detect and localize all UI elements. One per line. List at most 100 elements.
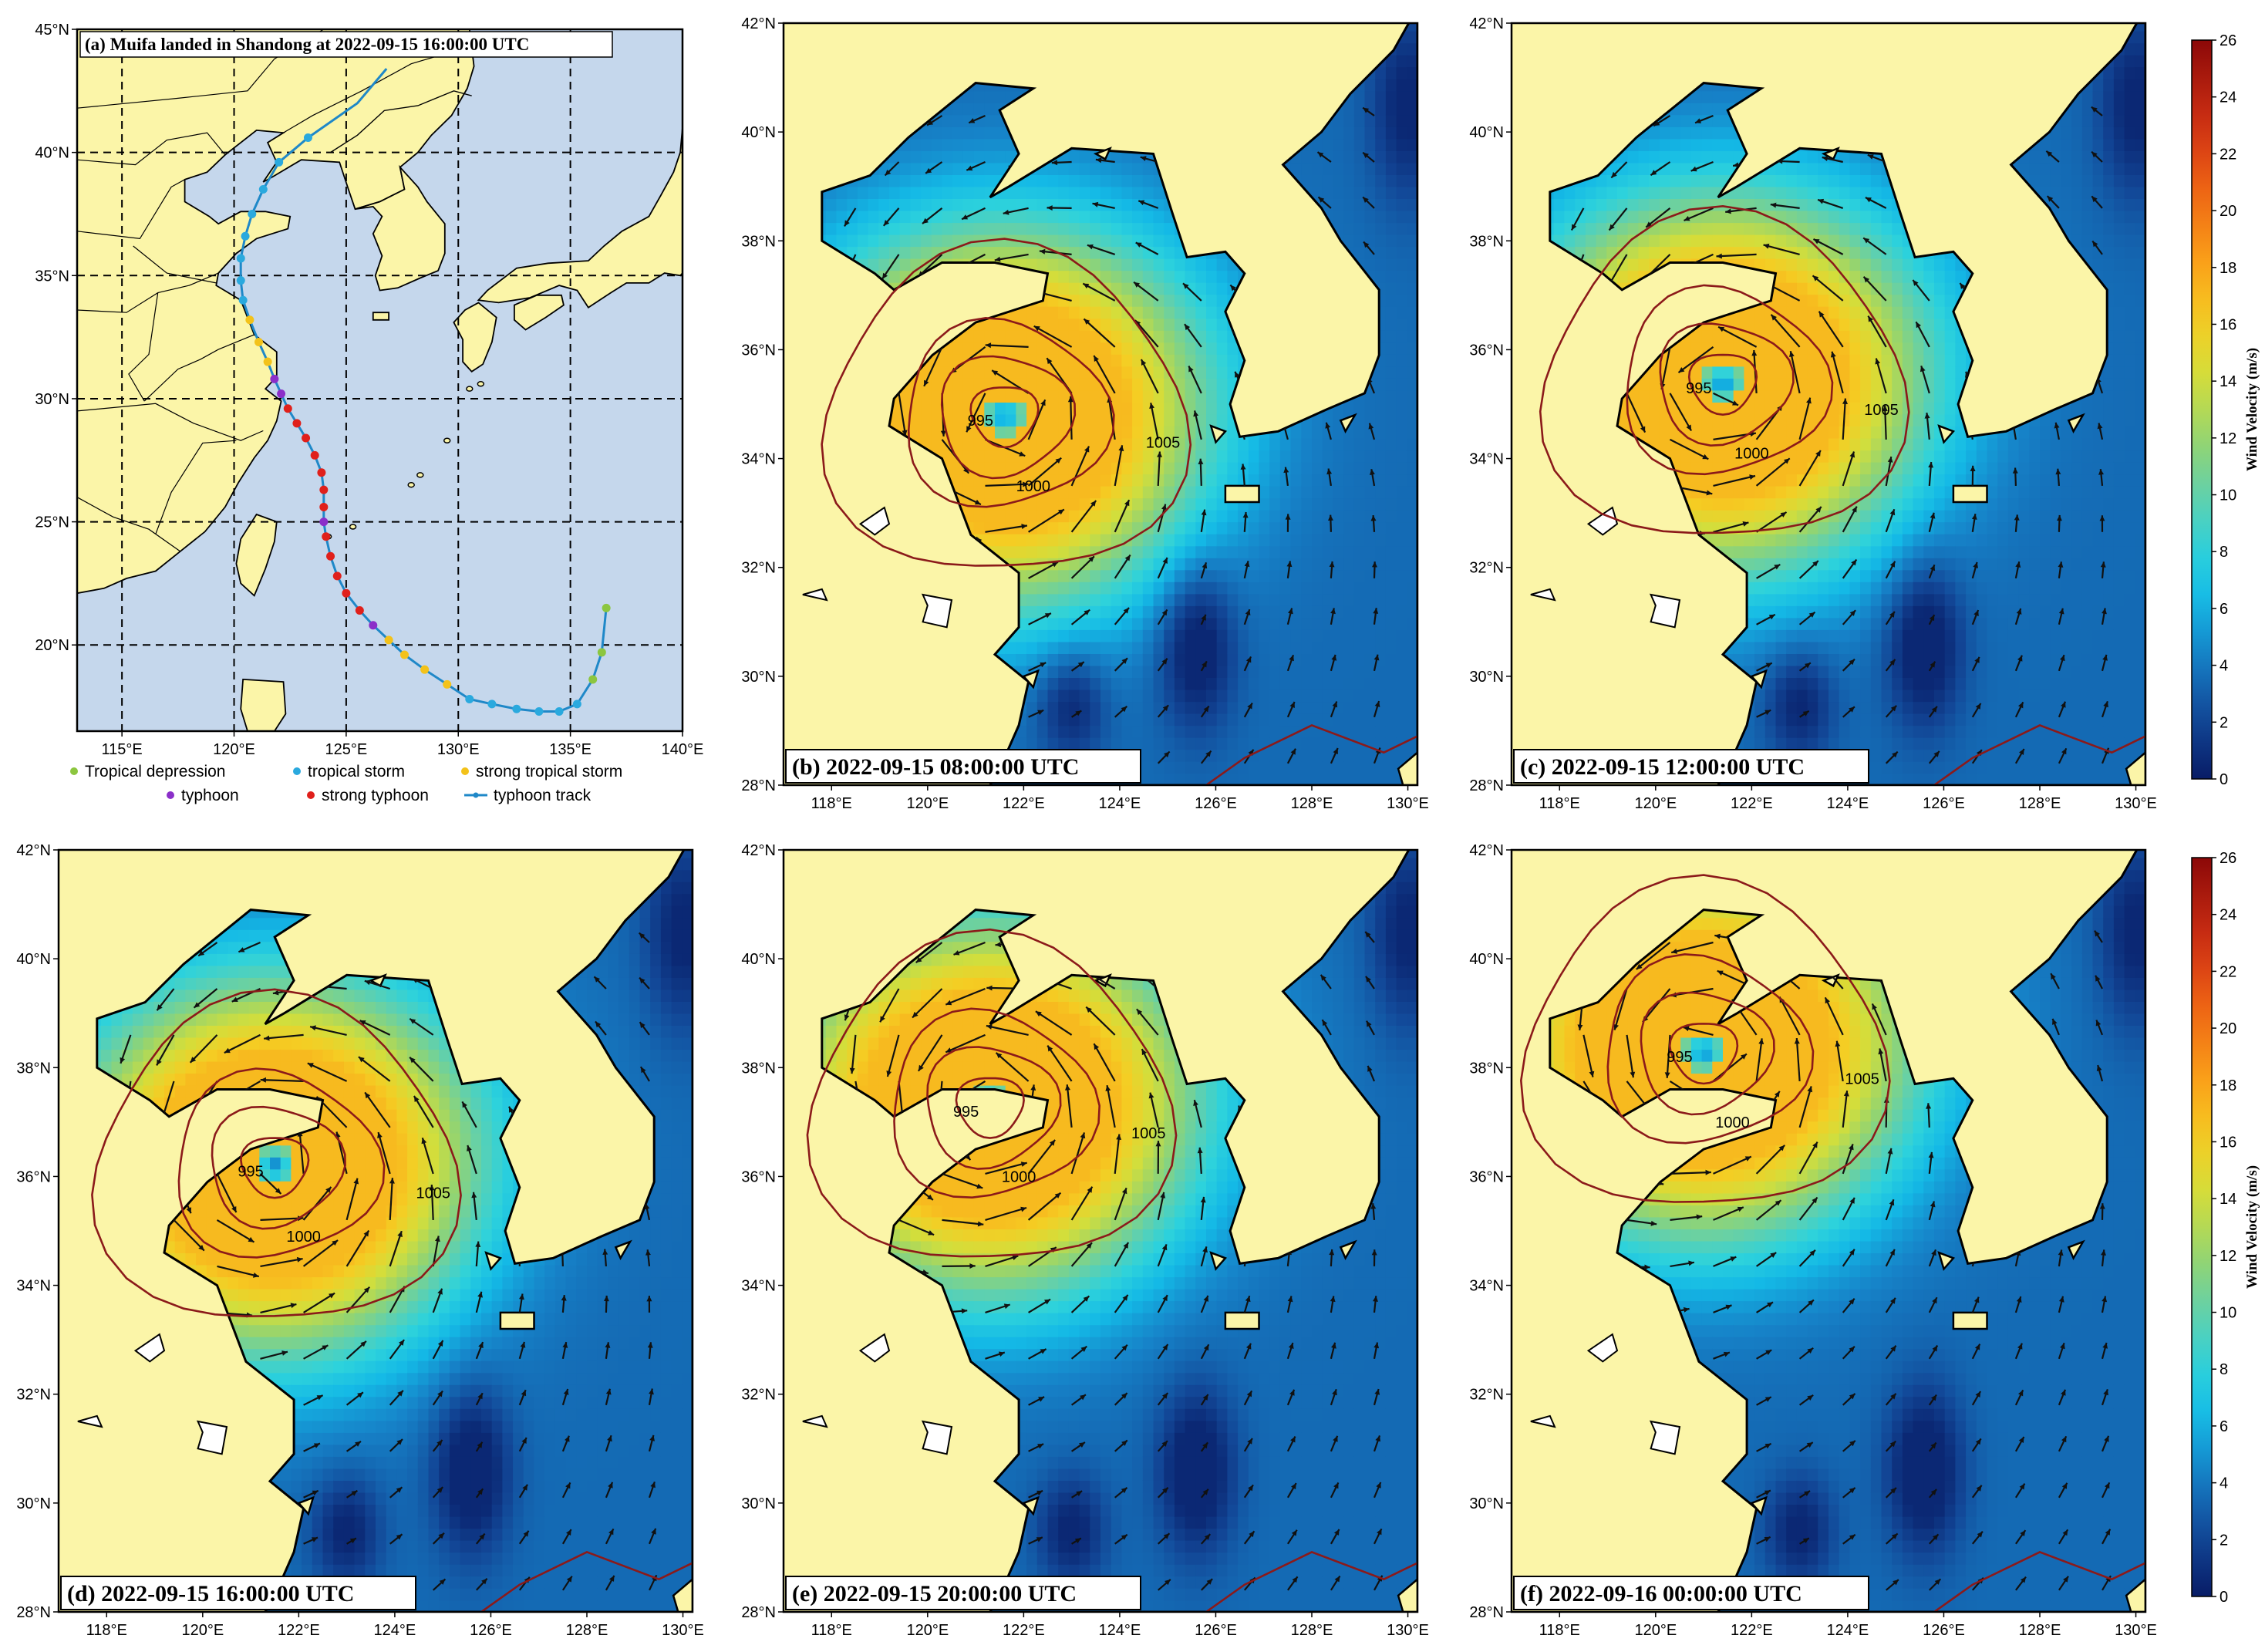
wind-arrow-head: [1872, 1003, 1877, 1010]
wind-arrow: [173, 1219, 205, 1252]
wind-arrow-head: [1742, 521, 1749, 527]
wind-arrow-head: [2047, 196, 2054, 202]
wind-arrow: [413, 1095, 434, 1128]
track-title-box: [79, 31, 613, 58]
island: [1209, 1251, 1228, 1271]
wind-arrow: [260, 1217, 304, 1221]
wind-arrow-head: [1019, 451, 1026, 457]
isobar-line: [211, 1105, 346, 1230]
wind-arrow-head: [1365, 932, 1371, 938]
wind-arrow-head: [966, 165, 973, 171]
wind-arrow-head: [1289, 1389, 1295, 1396]
wind-arrow: [912, 988, 943, 1019]
wind-arrow-head: [1095, 157, 1102, 164]
wind-arrow-head: [1121, 1440, 1127, 1446]
lon-tick-label: 130°E: [1387, 795, 1429, 812]
wind-arrow: [1778, 996, 1801, 1036]
wind-arrow-head: [1930, 1442, 1936, 1449]
wind-arrow-head: [1288, 608, 1293, 615]
wind-map-frame: [782, 22, 1419, 787]
coastline: [821, 850, 1417, 1612]
lat-tick-label: 30°N: [1469, 1495, 1504, 1512]
wind-arrow: [1789, 350, 1801, 394]
wind-arrow-head: [120, 1057, 126, 1064]
coastline: [821, 23, 1417, 785]
lat-tick-label: 30°N: [1469, 669, 1504, 686]
wind-arrow-head: [985, 342, 992, 349]
province-boundary: [283, 46, 470, 133]
wind-arrow-head: [1849, 706, 1855, 713]
wind-arrow-head: [359, 1020, 366, 1026]
wind-arrow-head: [1822, 156, 1829, 161]
wind-arrow-head: [2012, 467, 2018, 474]
wind-arrow: [985, 1255, 1019, 1267]
lon-tick-label: 120°E: [906, 1622, 949, 1639]
wind-arrow-head: [1868, 315, 1873, 322]
isobar-label-1000: 1000: [1016, 478, 1051, 495]
wind-arrow-head: [1136, 1009, 1143, 1016]
wind-arrow-head: [260, 1077, 266, 1083]
wind-arrow-head: [1246, 1343, 1252, 1350]
isobar-line: [91, 988, 462, 1318]
wind-arrow-head: [1849, 1534, 1855, 1540]
colorbar-tick-label: 2: [2219, 1532, 2228, 1549]
wind-arrow-head: [310, 1025, 316, 1031]
wind-arrow-head: [1973, 610, 1979, 616]
wind-arrow-head: [1815, 450, 1821, 457]
wind-arrow-head: [2058, 1296, 2064, 1303]
wind-arrow-head: [1889, 561, 1896, 568]
wind-arrow: [1798, 1086, 1812, 1128]
wind-arrow: [1028, 561, 1059, 579]
wind-arrow-head: [520, 1341, 526, 1348]
wind-arrow-head: [844, 220, 850, 227]
isobar-label-995: 995: [1667, 1049, 1692, 1066]
wind-arrow-head: [1928, 462, 1934, 468]
wind-arrow-head: [2099, 1203, 2105, 1209]
wind-arrow: [1670, 941, 1714, 954]
wind-arrow-head: [1121, 1393, 1127, 1399]
lon-tick-label: 128°E: [1291, 1622, 1333, 1639]
lake: [1649, 1420, 1681, 1455]
wind-arrow-head: [1318, 197, 1325, 203]
wind-arrow-head: [1802, 710, 1809, 716]
wind-arrow-head: [399, 1340, 405, 1346]
wind-arrow-head: [1376, 1482, 1381, 1488]
lat-tick-label: 32°N: [16, 1387, 51, 1404]
wind-arrow-head: [1683, 1026, 1690, 1032]
wind-arrow-head: [478, 1342, 484, 1349]
wind-arrow-head: [477, 1441, 483, 1448]
wind-arrow-head: [1702, 453, 1709, 460]
wind-arrow-head: [1716, 253, 1722, 259]
lat-tick-label: 34°N: [1469, 451, 1504, 468]
wind-arrow-head: [1286, 561, 1293, 568]
wind-arrow-head: [1329, 561, 1335, 568]
wind-arrow: [260, 1303, 297, 1313]
wind-arrow-head: [357, 1392, 363, 1398]
island: [1339, 413, 1357, 434]
wind-arrow-head: [2015, 561, 2021, 568]
wind-arrow-head: [296, 1256, 303, 1263]
isobar-line: [1668, 1023, 1739, 1085]
lon-tick-label: 124°E: [1827, 1622, 1869, 1639]
wind-arrow-head: [377, 1132, 383, 1138]
wind-arrow-head: [1044, 613, 1051, 619]
colorbar-tick-label: 10: [2219, 487, 2236, 504]
colorbar-tick-label: 16: [2219, 316, 2236, 333]
island: [1022, 669, 1040, 689]
wind-arrow-head: [436, 1487, 443, 1493]
isobar-label-995: 995: [968, 413, 993, 430]
wind-arrow-head: [1162, 1295, 1168, 1302]
wind-arrow-head: [1370, 1203, 1377, 1209]
wind-arrow-head: [1891, 1533, 1898, 1539]
wind-arrow-head: [1373, 1342, 1380, 1349]
isobar-line-south: [1205, 723, 1417, 785]
wind-arrow-head: [1644, 1264, 1650, 1270]
wind-arrow-head: [2101, 1249, 2106, 1256]
wind-arrow-head: [1683, 1306, 1690, 1313]
wind-arrow-head: [313, 1443, 320, 1448]
wind-arrow-head: [1863, 276, 1870, 283]
wind-arrow-head: [1366, 976, 1371, 983]
track-point-strong-typhoon: [355, 606, 364, 615]
wind-arrow-head: [1764, 1536, 1771, 1542]
wind-arrow-head: [332, 1240, 339, 1246]
